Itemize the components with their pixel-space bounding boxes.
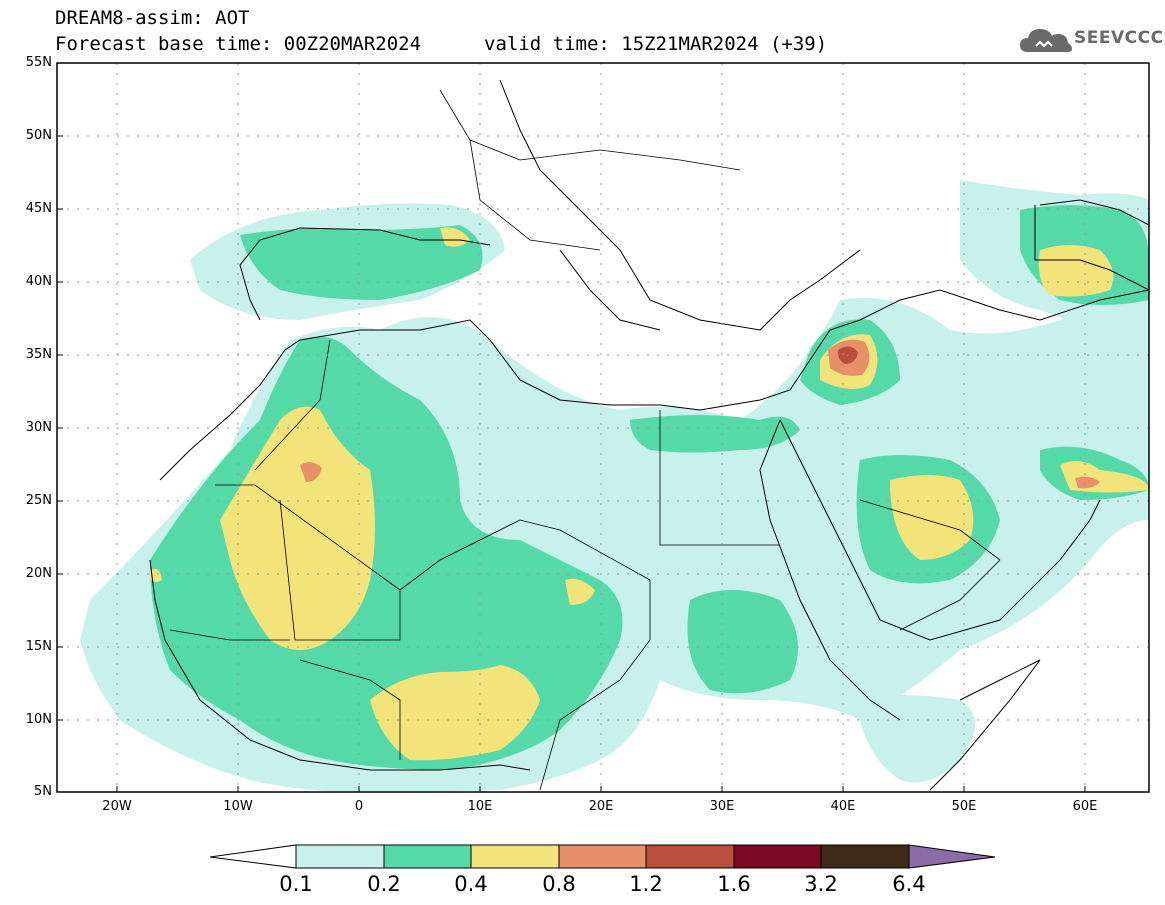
colorbar-label: 1.6 — [717, 872, 751, 896]
colorbar — [209, 844, 996, 869]
colorbar-label: 0.2 — [367, 872, 401, 896]
lon-label-20e: 20E — [588, 799, 614, 814]
lat-label-50n: 50N — [25, 128, 52, 143]
product-title: DREAM8-assim: AOT — [55, 7, 250, 29]
coastlines — [149, 79, 1149, 791]
forecast-base-time: Forecast base time: 00Z20MAR2024 — [55, 33, 422, 55]
lon-label-60e: 60E — [1072, 799, 1098, 814]
colorbar-bin-0.8-1.2 — [558, 844, 647, 869]
lat-label-25n: 25N — [25, 493, 52, 508]
colorbar-lower-arrow — [209, 844, 297, 869]
cloud-icon — [1020, 29, 1072, 52]
colorbar-label: 0.4 — [454, 872, 488, 896]
lat-label-10n: 10N — [25, 712, 52, 727]
lat-label-45n: 45N — [25, 201, 52, 216]
lat-label-30n: 30N — [25, 420, 52, 435]
colorbar-label: 1.2 — [629, 872, 663, 896]
lat-label-40n: 40N — [25, 274, 52, 289]
lon-label-30e: 30E — [709, 799, 735, 814]
borders — [169, 89, 1001, 791]
colorbar-label: 0.8 — [542, 872, 576, 896]
colorbar-label: 3.2 — [804, 872, 838, 896]
lon-label-0: 0 — [354, 799, 364, 814]
colorbar-label: 0.1 — [279, 872, 313, 896]
lon-label-10e: 10E — [467, 799, 493, 814]
lat-label-55n: 55N — [25, 55, 52, 70]
colorbar-bin-0.4-0.8 — [470, 844, 560, 869]
colorbar-bin-0.2-0.4 — [383, 844, 472, 869]
colorbar-bin-1.2-1.6 — [645, 844, 735, 869]
colorbar-bin-1.6-3.2 — [733, 844, 822, 869]
colorbar-bin-3.2-6.4 — [820, 844, 910, 869]
lat-label-20n: 20N — [25, 566, 52, 581]
logo-text: SEEVCCC — [1074, 28, 1164, 48]
colorbar-label: 6.4 — [892, 872, 926, 896]
lat-label-5n: 5N — [34, 784, 52, 799]
valid-time: valid time: 15Z21MAR2024 (+39) — [484, 33, 828, 55]
seevccc-logo: SEEVCCC — [1018, 22, 1163, 58]
lon-label-40e: 40E — [830, 799, 856, 814]
lon-label-20w: 20W — [102, 799, 132, 814]
colorbar-upper-arrow — [908, 844, 996, 869]
lat-label-15n: 15N — [25, 639, 52, 654]
graticule — [57, 63, 1149, 792]
lat-label-35n: 35N — [25, 347, 52, 362]
lon-label-50e: 50E — [951, 799, 977, 814]
lon-label-10w: 10W — [223, 799, 253, 814]
axis-ticks — [57, 135, 1086, 792]
colorbar-bin-0.1-0.2 — [295, 844, 385, 869]
